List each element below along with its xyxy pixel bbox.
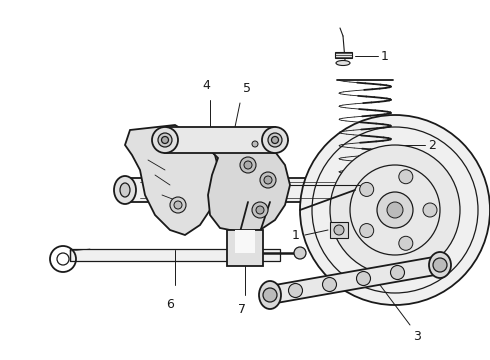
- Text: 6: 6: [166, 298, 174, 311]
- Circle shape: [170, 197, 186, 213]
- Circle shape: [391, 266, 405, 279]
- Circle shape: [399, 170, 413, 184]
- Ellipse shape: [271, 136, 278, 144]
- Ellipse shape: [268, 133, 282, 147]
- Circle shape: [357, 271, 370, 285]
- Ellipse shape: [259, 281, 281, 309]
- Ellipse shape: [152, 127, 178, 153]
- Text: 3: 3: [413, 330, 421, 343]
- Circle shape: [322, 278, 337, 292]
- Circle shape: [423, 203, 437, 217]
- Circle shape: [260, 172, 276, 188]
- Text: 1: 1: [381, 50, 389, 63]
- Ellipse shape: [158, 133, 172, 147]
- Polygon shape: [165, 127, 275, 153]
- Circle shape: [244, 161, 252, 169]
- Text: 1: 1: [292, 229, 300, 242]
- Circle shape: [387, 202, 403, 218]
- Ellipse shape: [114, 176, 136, 204]
- Ellipse shape: [336, 60, 350, 66]
- Ellipse shape: [334, 225, 344, 235]
- Circle shape: [289, 284, 302, 297]
- Polygon shape: [200, 135, 290, 232]
- Circle shape: [300, 115, 490, 305]
- Text: 5: 5: [243, 82, 251, 95]
- Circle shape: [377, 192, 413, 228]
- Circle shape: [240, 157, 256, 173]
- Text: 7: 7: [238, 303, 246, 316]
- Ellipse shape: [120, 183, 130, 197]
- Polygon shape: [335, 52, 352, 58]
- Polygon shape: [125, 125, 220, 235]
- Circle shape: [399, 236, 413, 250]
- Polygon shape: [120, 178, 355, 202]
- Circle shape: [263, 288, 277, 302]
- Circle shape: [264, 176, 272, 184]
- Text: 4: 4: [202, 79, 210, 92]
- Polygon shape: [235, 230, 255, 253]
- Circle shape: [433, 258, 447, 272]
- Ellipse shape: [262, 127, 288, 153]
- Polygon shape: [227, 230, 263, 266]
- Polygon shape: [70, 249, 280, 261]
- Circle shape: [360, 224, 374, 238]
- Ellipse shape: [252, 141, 258, 147]
- Ellipse shape: [162, 136, 169, 144]
- Polygon shape: [330, 222, 348, 238]
- Ellipse shape: [294, 247, 306, 259]
- Text: 2: 2: [428, 139, 436, 152]
- Circle shape: [360, 183, 374, 197]
- Circle shape: [256, 206, 264, 214]
- Circle shape: [174, 201, 182, 209]
- Ellipse shape: [429, 252, 451, 278]
- Polygon shape: [269, 256, 441, 304]
- Circle shape: [252, 202, 268, 218]
- Circle shape: [330, 145, 460, 275]
